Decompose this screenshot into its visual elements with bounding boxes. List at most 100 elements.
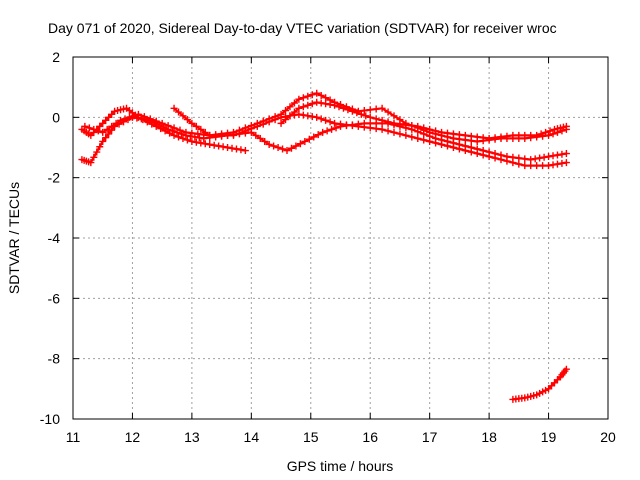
data-point-marker [270,142,278,150]
data-point-marker [503,157,511,165]
data-point [277,119,285,127]
data-point [378,104,386,112]
data-point-marker [215,142,223,150]
data-point-marker [558,159,566,167]
y-axis-label: SDTVAR / TECUs [6,182,22,294]
data-point-marker [212,131,220,139]
data-point [188,119,196,127]
data-point-marker [94,127,102,135]
data-point-marker [228,144,236,152]
data-point-marker [515,160,523,168]
data-point [545,153,553,161]
data-point-marker [549,152,557,160]
data-point-marker [170,124,178,132]
data-point-marker [195,134,203,142]
data-point [527,156,535,164]
data-point-marker [194,130,202,138]
data-point [521,162,529,170]
data-point-marker [366,106,374,114]
x-tick-label: 14 [244,429,260,445]
data-point [241,147,249,155]
data-point-marker [509,159,517,167]
data-point-marker [360,123,368,131]
data-point [158,119,166,127]
data-point-marker [479,151,487,159]
data-point-marker [286,112,294,120]
data-point [562,159,570,167]
data-point-marker [296,140,304,148]
data-point-marker [473,133,481,141]
data-point-marker [192,122,200,130]
y-tick-label: -10 [40,411,60,427]
data-point-marker [256,134,264,142]
x-tick-label: 12 [125,429,141,445]
data-point-marker [237,146,245,154]
data-point [378,125,386,133]
data-point-marker [219,143,227,151]
data-point-marker [546,127,554,135]
data-point [295,104,303,112]
data-point-marker [96,143,104,151]
data-point-marker [339,104,347,112]
data-point-marker [449,130,457,138]
data-point-marker [372,115,380,123]
data-point-marker [274,144,282,151]
data-point [206,140,214,148]
data-point-marker [539,162,547,170]
data-point-marker [279,145,287,153]
y-tick-label: 0 [52,109,60,125]
data-point [277,113,285,121]
data-point-marker [310,133,318,141]
data-point [224,144,232,151]
data-point-marker [197,139,205,147]
data-point-marker [521,131,529,139]
data-point-marker [384,108,392,116]
data-point-marker [326,118,334,126]
data-point-marker [287,144,295,152]
data-point-marker [444,142,451,150]
data-point-marker [197,125,205,133]
data-point [562,150,570,158]
data-point-marker [402,121,410,129]
data-point-marker [521,155,529,163]
data-point-marker [108,122,116,130]
data-point-marker [103,125,111,133]
data-point-marker [224,131,232,139]
data-point-marker [348,122,356,130]
data-point [206,131,214,139]
data-point-marker [282,107,290,115]
data-point [188,137,196,145]
data-point-marker [536,154,544,162]
data-point-marker [444,129,451,137]
data-point-marker [176,126,184,134]
y-tick-label: -2 [48,170,61,186]
data-point-marker [540,153,548,161]
series-track-6 [509,365,570,403]
data-point-marker [467,132,475,140]
tick-labels: 11 12 13 14 15 16 17 18 19 2020-2-4-6-8-10 [40,49,616,445]
data-point-marker [360,107,368,115]
data-point-marker [265,118,273,126]
data-point-marker [479,134,487,142]
data-point-marker [261,137,269,145]
x-tick-label: 11 [66,429,81,445]
data-point [562,122,570,130]
data-point [283,147,291,155]
y-tick-label: -4 [48,230,61,246]
data-point-marker [271,116,279,124]
data-point-marker [342,121,350,129]
data-point-marker [299,103,307,111]
data-point-marker [314,131,322,139]
data-point [562,365,570,373]
data-point-marker [527,131,535,139]
data-point [253,122,261,130]
data-point-marker [218,131,226,139]
data-point-marker [112,119,120,127]
data-point-marker [286,103,294,111]
data-point-marker [105,130,113,138]
data-point-marker [299,94,307,102]
data-point [366,113,374,121]
data-point [319,128,327,136]
data-point-marker [553,160,561,168]
